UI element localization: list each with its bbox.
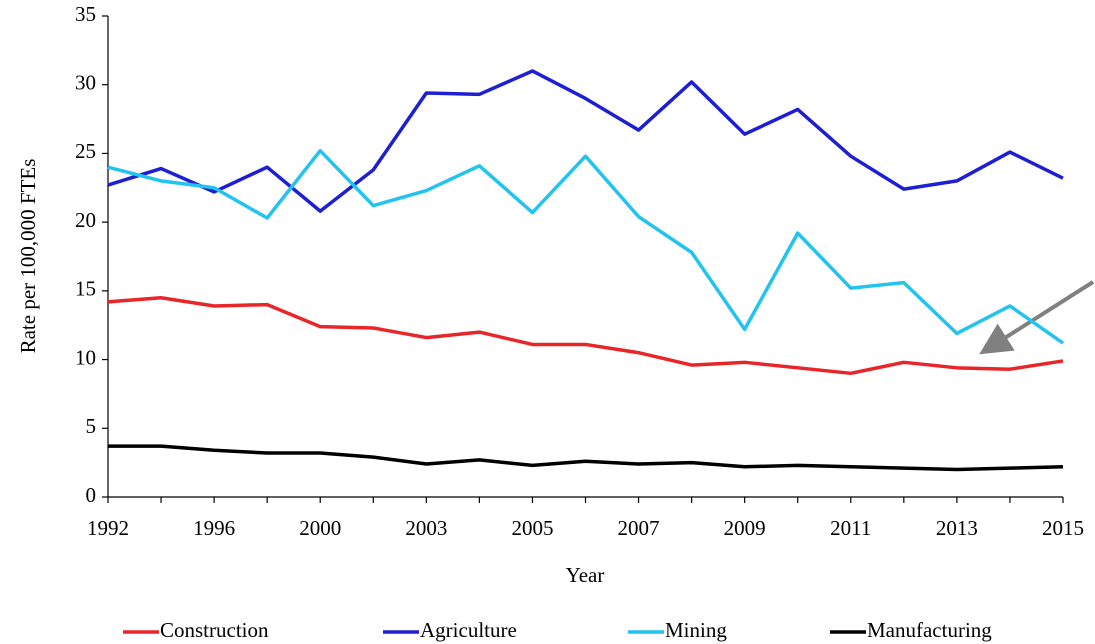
- x-tick-label: 1992: [87, 516, 129, 540]
- series-line: [107, 69, 1064, 213]
- x-tick-label: 2003: [405, 516, 447, 540]
- legend-label: Agriculture: [420, 618, 517, 642]
- y-tick-label: 15: [75, 277, 96, 301]
- x-tick-label: 2005: [511, 516, 553, 540]
- series-line: [108, 444, 1064, 472]
- legend-label: Manufacturing: [867, 618, 992, 642]
- y-tick-label: 30: [75, 71, 96, 95]
- y-tick-label: 20: [75, 208, 96, 232]
- y-axis-title: Rate per 100,000 FTEs: [16, 159, 40, 354]
- y-tick-label: 35: [75, 2, 96, 26]
- series-line: [107, 148, 1065, 345]
- x-tick-label: 2011: [830, 516, 871, 540]
- y-tick-label: 5: [86, 414, 97, 438]
- y-tick-label: 25: [75, 139, 96, 163]
- legend-label: Mining: [665, 618, 727, 642]
- y-tick-label: 10: [75, 345, 96, 369]
- y-tick-label: 0: [86, 483, 97, 507]
- x-tick-label: 2009: [724, 516, 766, 540]
- x-tick-label: 2013: [936, 516, 978, 540]
- annotation-arrow: [979, 280, 1095, 355]
- x-tick-label: 2007: [618, 516, 660, 540]
- x-tick-label: 2015: [1042, 516, 1084, 540]
- x-tick-label: 2000: [299, 516, 341, 540]
- legend-label: Construction: [160, 618, 269, 642]
- series-line: [107, 295, 1064, 376]
- x-tick-label: 1996: [193, 516, 235, 540]
- x-axis-title: Year: [566, 563, 605, 587]
